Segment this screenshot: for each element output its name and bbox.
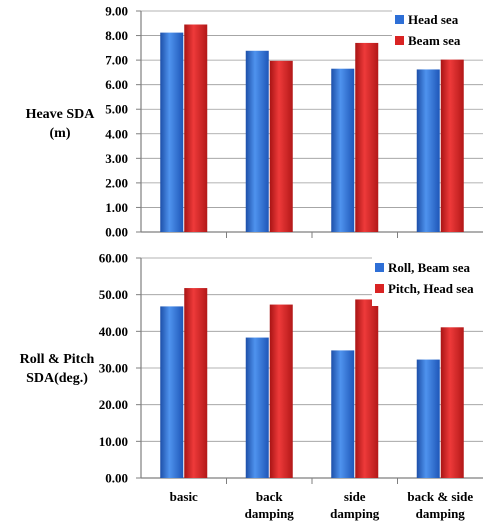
y-tick-label: 1.00 bbox=[105, 200, 128, 215]
y-tick-label: 6.00 bbox=[105, 77, 128, 92]
bar-series-1 bbox=[416, 69, 440, 232]
legend-box bbox=[392, 6, 496, 58]
legend: Head sea Beam sea bbox=[392, 6, 496, 58]
y-tick-label: 5.00 bbox=[105, 102, 128, 117]
bar-series-2 bbox=[269, 304, 293, 478]
y-tick-label: 8.00 bbox=[105, 28, 128, 43]
bar-series-2 bbox=[355, 299, 379, 478]
bar-series-2 bbox=[440, 59, 464, 233]
bar-series-2 bbox=[440, 327, 464, 478]
y-tick-label: 9.00 bbox=[105, 4, 128, 19]
y-axis-label-line2: (m) bbox=[50, 126, 71, 141]
y-axis-label-line1: Heave SDA bbox=[26, 107, 96, 122]
y-tick-label: 7.00 bbox=[105, 53, 128, 68]
x-category-label: back damping bbox=[245, 489, 295, 521]
y-tick-label: 10.00 bbox=[99, 434, 128, 449]
legend-box bbox=[372, 254, 496, 306]
legend-label: Pitch, Head sea bbox=[388, 281, 474, 296]
legend-swatch bbox=[375, 263, 384, 272]
legend: Roll, Beam sea Pitch, Head sea bbox=[372, 254, 496, 306]
y-tick-label: 40.00 bbox=[99, 324, 128, 339]
bar-series-1 bbox=[331, 350, 355, 478]
y-tick-label: 3.00 bbox=[105, 151, 128, 166]
y-tick-label: 30.00 bbox=[99, 361, 128, 376]
legend-swatch bbox=[395, 15, 404, 24]
legend-label: Roll, Beam sea bbox=[388, 260, 470, 275]
roll-pitch-chart: Roll & Pitch SDA(deg.) 0.00 10.00 20.00 30.… bbox=[20, 251, 496, 521]
legend-label: Head sea bbox=[408, 12, 459, 27]
y-tick-label: 4.00 bbox=[105, 126, 128, 141]
bar-series-1 bbox=[416, 359, 440, 478]
bar-series-1 bbox=[160, 32, 184, 233]
bar-series-2 bbox=[184, 24, 208, 233]
y-tick-label: 20.00 bbox=[99, 397, 128, 412]
legend-swatch bbox=[395, 36, 404, 45]
legend-label: Beam sea bbox=[408, 33, 461, 48]
y-tick-label: 2.00 bbox=[105, 175, 128, 190]
bar-series-1 bbox=[160, 306, 184, 478]
x-category-label: basic bbox=[170, 489, 198, 504]
legend-swatch bbox=[375, 284, 384, 293]
y-tick-label: 50.00 bbox=[99, 287, 128, 302]
y-tick-label: 60.00 bbox=[99, 251, 128, 266]
bar-series-2 bbox=[269, 60, 293, 232]
y-tick-label: 0.00 bbox=[105, 225, 128, 240]
y-axis-label-line1: Roll & Pitch bbox=[20, 352, 95, 367]
bar-series-2 bbox=[355, 42, 379, 232]
heave-chart: Heave SDA (m) 0.00 1.00 2.00 3.00 4.00 5.00 6.… bbox=[26, 4, 496, 240]
y-tick-label: 0.00 bbox=[105, 471, 128, 486]
bar-series-1 bbox=[245, 337, 269, 478]
x-category-label: back & side damping bbox=[407, 489, 473, 521]
y-axis-label-line2: SDA(deg.) bbox=[26, 371, 88, 386]
bar-series-1 bbox=[245, 50, 269, 232]
bar-series-2 bbox=[184, 288, 208, 478]
bar-series-1 bbox=[331, 68, 355, 232]
x-category-label: side damping bbox=[330, 489, 380, 521]
